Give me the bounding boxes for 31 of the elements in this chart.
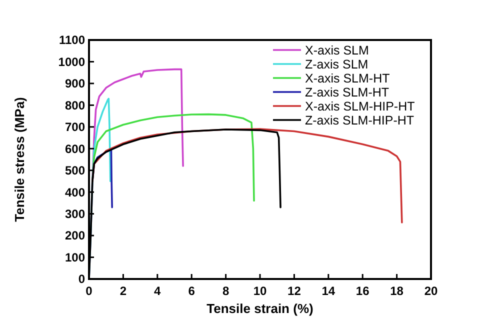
y-tick-label: 600 (64, 142, 86, 156)
y-tick-label: 400 (64, 185, 86, 200)
legend-label: Z-axis SLM-HIP-HT (305, 113, 414, 128)
y-tick-label: 700 (64, 120, 86, 134)
y-axis-title: Tensile stress (MPa) (12, 97, 27, 222)
y-tick-label: 900 (64, 76, 86, 91)
x-tick-label: 6 (188, 284, 196, 298)
x-tick-label: 20 (424, 284, 438, 298)
y-tick-label: 0 (78, 272, 86, 286)
x-tick-label: 10 (253, 284, 267, 298)
x-tick-label: 16 (356, 284, 370, 298)
legend-label: X-axis SLM (305, 43, 369, 58)
x-axis-title: Tensile strain (%) (206, 301, 314, 316)
y-tick-label: 300 (64, 207, 86, 222)
legend-label: X-axis SLM-HIP-HT (305, 99, 416, 114)
x-tick-label: 12 (288, 284, 302, 298)
legend-label: X-axis SLM-HT (305, 71, 390, 86)
y-tick-label: 1000 (58, 54, 86, 69)
x-tick-label: 4 (154, 284, 162, 298)
x-tick-label: 2 (120, 284, 127, 298)
legend-label: Z-axis SLM-HT (305, 85, 390, 100)
y-tick-label: 100 (64, 250, 86, 264)
y-tick-label: 800 (64, 98, 86, 112)
y-tick-label: 1100 (58, 33, 86, 48)
y-tick-label: 500 (64, 164, 86, 178)
x-tick-label: 8 (222, 284, 230, 298)
legend-label: Z-axis SLM (305, 57, 368, 72)
line-series (92, 113, 255, 202)
y-tick-label: 200 (64, 228, 86, 243)
x-tick-label: 18 (390, 284, 404, 298)
x-tick-label: 14 (322, 284, 336, 298)
